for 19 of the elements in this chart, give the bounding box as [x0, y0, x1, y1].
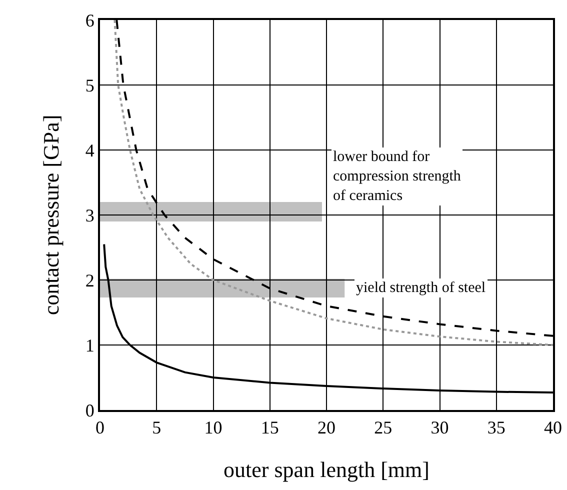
- y-axis-title: contact pressure [GPa]: [38, 114, 64, 316]
- y-tick-label: 5: [85, 75, 94, 96]
- x-tick-label: 15: [260, 418, 279, 438]
- y-tick-label: 0: [85, 400, 94, 420]
- y-tick-label: 4: [85, 140, 94, 160]
- x-tick-label: 5: [152, 418, 162, 438]
- y-tick-label: 6: [85, 10, 94, 30]
- x-tick-label: 10: [204, 418, 222, 438]
- band-label: lower bound for compression strength of ceramics: [333, 149, 462, 204]
- x-tick-label: 40: [544, 418, 562, 438]
- y-tick-label: 2: [85, 270, 94, 290]
- band-label: yield strength of steel: [356, 280, 486, 296]
- x-tick-label: 20: [318, 418, 336, 438]
- x-tick-label: 25: [374, 418, 392, 438]
- x-axis-title: outer span length [mm]: [224, 457, 430, 482]
- x-tick-label: 30: [430, 418, 449, 438]
- y-tick-label: 1: [85, 335, 94, 356]
- x-tick-label: 35: [487, 418, 506, 438]
- y-tick-label: 3: [85, 205, 94, 226]
